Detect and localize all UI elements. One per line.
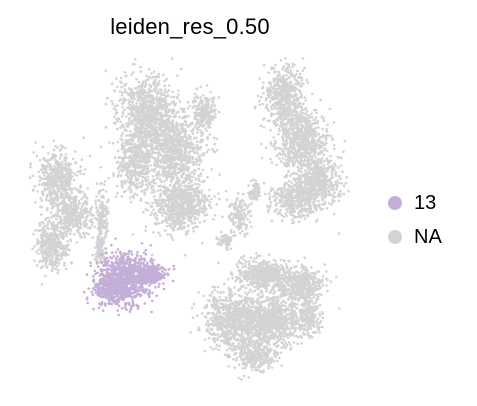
legend: 13 NA [388, 186, 442, 254]
legend-marker-na [388, 230, 402, 244]
series-na-points [28, 56, 350, 381]
chart-title: leiden_res_0.50 [110, 14, 270, 39]
legend-label-na: NA [414, 225, 442, 248]
legend-marker-13 [388, 196, 402, 210]
legend-item-na: NA [388, 220, 442, 254]
legend-label-13: 13 [414, 191, 437, 214]
legend-item-13: 13 [388, 186, 442, 220]
series-13-points [83, 237, 176, 317]
